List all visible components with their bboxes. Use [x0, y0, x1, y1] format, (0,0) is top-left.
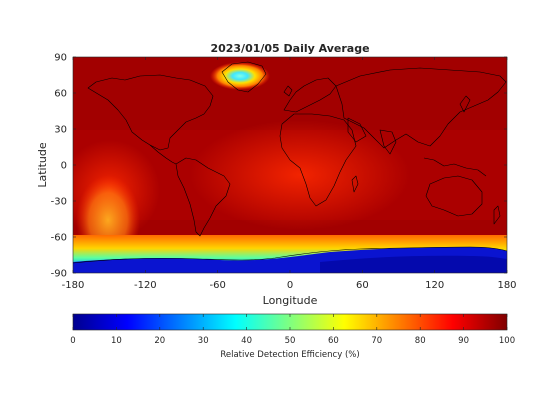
chart-title: 2023/01/05 Daily Average [210, 42, 369, 55]
africa-coastline [279, 113, 357, 207]
southeast-asia-islands-coastline [423, 157, 487, 177]
y-tick-label: -60 [51, 233, 67, 244]
colorbar-tick-label: 100 [499, 336, 515, 346]
colorbar-tick-label: 20 [154, 336, 165, 346]
colorbar-tick-label: 50 [285, 336, 296, 346]
colorbar-tick-label: 30 [198, 336, 209, 346]
y-tick-label: -30 [51, 197, 67, 208]
x-tick-label: -180 [62, 280, 85, 291]
antarctic-deep-band [320, 255, 507, 273]
x-tick-label: 0 [287, 280, 293, 291]
india-coastline [379, 129, 397, 155]
colorbar-label: Relative Detection Efficiency (%) [220, 350, 359, 360]
greenland-coastline [221, 61, 267, 93]
arabia-coastline [347, 117, 367, 143]
x-axis-label: Longitude [263, 294, 318, 307]
x-tick-label: -120 [134, 280, 157, 291]
x-tick-label: 60 [356, 280, 369, 291]
antarctica-coastline [73, 246, 507, 264]
coastlines [73, 61, 507, 264]
australia-coastline [425, 175, 483, 217]
map-ticks: -180 -120 -60 0 60 120 180 90 60 30 0 -30 -60 -90 [51, 53, 517, 292]
madagascar-coastline [351, 175, 359, 193]
map-field [73, 57, 507, 273]
x-tick-label: 180 [497, 280, 516, 291]
north-america-coastline [87, 74, 214, 151]
atlantic-africa-region [190, 120, 410, 230]
y-tick-label: 90 [54, 53, 67, 64]
colorbar-tick-label: 10 [111, 336, 122, 346]
x-tick-label: 120 [425, 280, 444, 291]
colorbar-tick-label: 90 [458, 336, 469, 346]
y-tick-label: 0 [61, 161, 67, 172]
y-tick-label: 30 [54, 125, 67, 136]
x-tick-label: -60 [209, 280, 225, 291]
y-tick-label: 60 [54, 89, 67, 100]
colorbar-tick-label: 60 [328, 336, 339, 346]
greenland-low-region [210, 62, 270, 90]
colorbar-tick-label: 40 [241, 336, 252, 346]
colorbar-tick-label: 80 [415, 336, 426, 346]
colorbar-tick-label: 70 [371, 336, 382, 346]
asia-coastline [335, 67, 507, 149]
colorbar-tick-label: 0 [70, 336, 75, 346]
y-axis-label: Latitude [36, 142, 49, 188]
y-tick-label: -90 [51, 269, 67, 280]
colorbar-ticks: 0 10 20 30 40 50 60 70 80 90 100 [70, 314, 515, 346]
uk-coastline [283, 85, 293, 97]
central-america-coastline [149, 144, 177, 165]
japan-coastline [459, 95, 471, 113]
new-zealand-coastline [493, 205, 501, 225]
south-america-coastline [175, 157, 231, 237]
